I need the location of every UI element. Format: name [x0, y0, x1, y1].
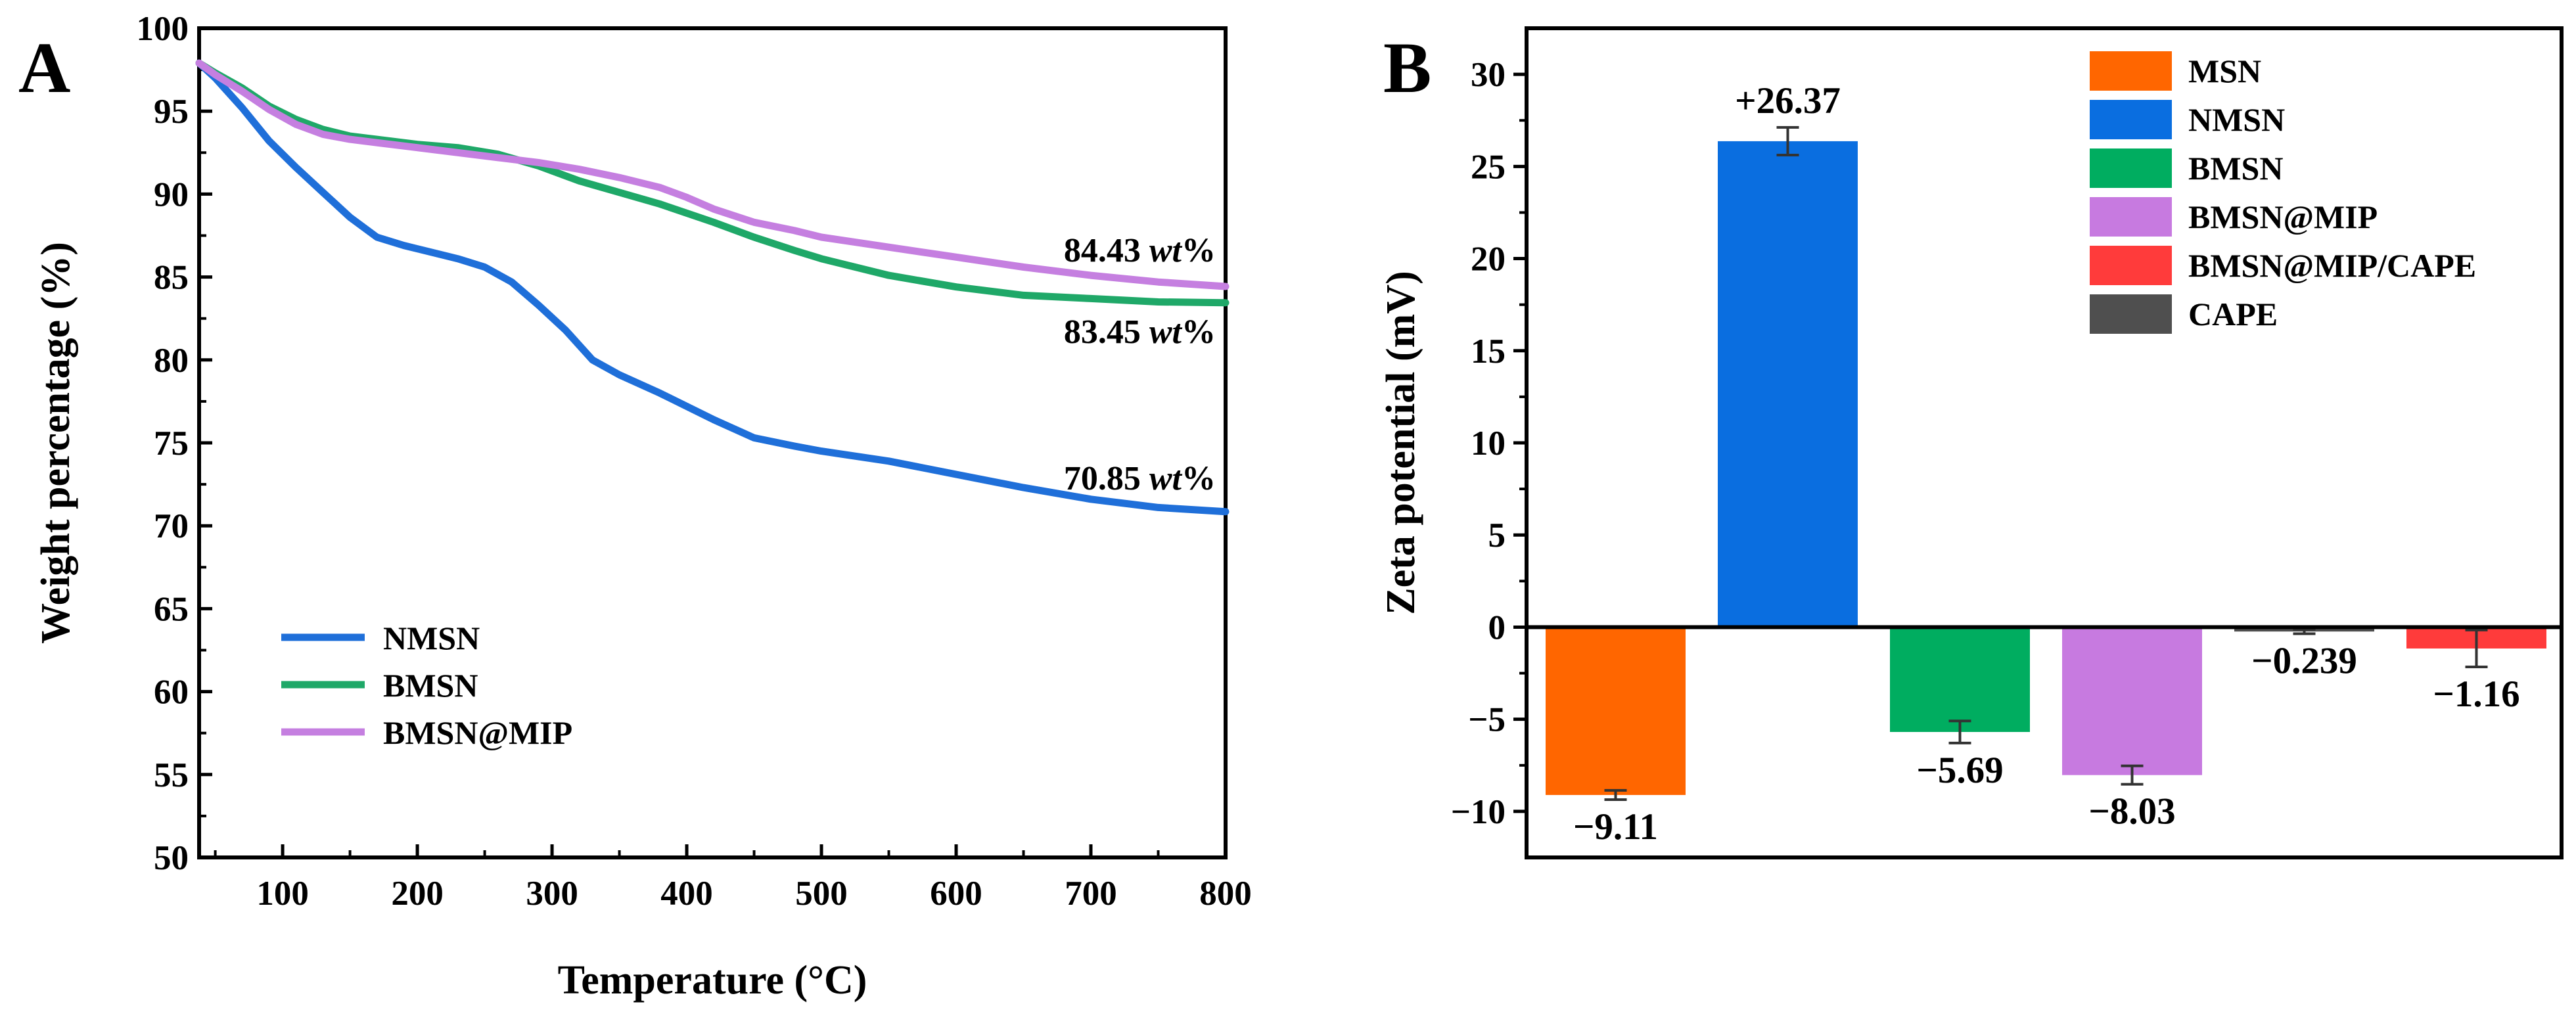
- legend-label-cape: CAPE: [2188, 296, 2278, 332]
- legend-label-bmsn-mip-cape: BMSN@MIP/CAPE: [2188, 247, 2476, 284]
- bar-value-label-nmsn: +26.37: [1735, 80, 1841, 122]
- panel-b-label: B: [1383, 28, 1431, 108]
- y-tick-label: 0: [1488, 608, 1506, 647]
- bar-value-label-cape: −0.239: [2251, 641, 2357, 682]
- panel-a-legend: NMSN BMSN BMSN@MIP: [281, 620, 572, 751]
- x-tick-label: 100: [256, 875, 309, 913]
- panel-b-y-axis-label: Zeta potential (mV): [1379, 271, 1423, 614]
- panel-a-y-ticks: 50 55 60 65 70 75 80 85 90 95 100: [137, 10, 212, 877]
- x-tick-label: 300: [526, 875, 578, 913]
- panel-b-bars: −9.11 +26.37 −5.69 −8.03 −0.239 −1.16: [1546, 80, 2546, 848]
- y-tick-label: 25: [1471, 148, 1506, 186]
- y-tick-label: 30: [1471, 56, 1506, 94]
- series-line-bmsn: [195, 59, 1230, 307]
- panel-a-tga-chart: A 50 55 60 65 70 75 80 85 90 95 100 100 200 300 400 50…: [18, 10, 1252, 1003]
- panel-a-x-ticks: 100 200 300 400 500 600 700 800: [214, 844, 1252, 913]
- x-tick-label: 500: [795, 875, 848, 913]
- y-tick-label: 95: [154, 93, 189, 131]
- x-tick-label: 200: [391, 875, 444, 913]
- y-tick-label: 5: [1488, 516, 1506, 555]
- bar-nmsn: [1718, 141, 1858, 627]
- series-line-bmsn-mip: [195, 59, 1230, 290]
- legend-swatch-cape: [2090, 294, 2172, 334]
- y-tick-label: −10: [1451, 793, 1506, 831]
- error-bar-msn: [1604, 788, 1627, 801]
- panel-b-y-ticks: −10 −5 0 5 10 15 20 25 30: [1451, 56, 1527, 831]
- legend-swatch-msn: [2090, 51, 2172, 91]
- bar-value-label-msn: −9.11: [1573, 806, 1658, 848]
- y-tick-label: 100: [137, 10, 189, 48]
- panel-a-x-axis-label: Temperature (°C): [558, 958, 867, 1003]
- panel-a-label: A: [18, 28, 70, 108]
- x-tick-label: 600: [930, 875, 982, 913]
- y-tick-label: 90: [154, 175, 189, 214]
- y-tick-label: −5: [1468, 701, 1506, 739]
- error-bar-nmsn: [1776, 125, 1799, 156]
- y-tick-label: 60: [154, 673, 189, 712]
- y-tick-label: 50: [154, 839, 189, 877]
- error-bar-bmsn-mip: [2121, 764, 2144, 786]
- legend-label-nmsn: NMSN: [383, 620, 480, 656]
- error-bar-cape: [2293, 627, 2316, 635]
- bar-bmsn-mip: [2062, 627, 2202, 775]
- legend-label-msn: MSN: [2188, 53, 2261, 89]
- legend-label-bmsn-mip: BMSN@MIP: [383, 714, 572, 751]
- annotation-nmsn-final-weight: 70.85 wt%: [1064, 460, 1216, 497]
- error-bar-bmsn-mip-cape: [2465, 628, 2488, 669]
- x-tick-label: 700: [1065, 875, 1117, 913]
- bar-msn: [1546, 627, 1686, 795]
- legend-swatch-bmsn-mip-cape: [2090, 246, 2172, 285]
- y-tick-label: 85: [154, 259, 189, 297]
- legend-label-bmsn: BMSN: [2188, 150, 2283, 187]
- legend-label-nmsn: NMSN: [2188, 101, 2285, 138]
- annotation-bmsn-final-weight: 83.45 wt%: [1064, 313, 1216, 351]
- panel-a-y-axis-label: Weight percentage (%): [34, 242, 78, 644]
- y-tick-label: 65: [154, 590, 189, 628]
- y-tick-label: 70: [154, 507, 189, 545]
- legend-swatch-bmsn-mip: [2090, 197, 2172, 237]
- bar-bmsn: [1890, 627, 2030, 733]
- y-tick-label: 15: [1471, 332, 1506, 371]
- y-tick-label: 80: [154, 342, 189, 380]
- bar-value-label-bmsn-mip: −8.03: [2088, 791, 2175, 832]
- annotation-bmsn-mip-final-weight: 84.43 wt%: [1064, 232, 1216, 269]
- panel-b-legend: MSN NMSN BMSN BMSN@MIP BMSN@MIP/CAPE CAP…: [2090, 51, 2476, 334]
- x-tick-label: 400: [660, 875, 713, 913]
- y-tick-label: 75: [154, 424, 189, 463]
- y-tick-label: 20: [1471, 240, 1506, 279]
- error-bar-bmsn: [1948, 719, 1971, 744]
- y-tick-label: 10: [1471, 424, 1506, 463]
- bar-value-label-bmsn: −5.69: [1916, 750, 2003, 791]
- panel-b-zeta-chart: B −10 −5 0 5 10 15 20 25 30 −9.11 +26.37 −5.69 −8.0…: [1379, 26, 2564, 859]
- legend-label-bmsn: BMSN: [383, 667, 478, 704]
- legend-label-bmsn-mip: BMSN@MIP: [2188, 198, 2378, 235]
- legend-swatch-bmsn: [2090, 148, 2172, 188]
- series-line-nmsn: [195, 59, 1230, 516]
- panel-a-series-lines: [195, 59, 1230, 516]
- legend-swatch-nmsn: [2090, 100, 2172, 139]
- x-tick-label: 800: [1199, 875, 1252, 913]
- bar-value-label-bmsn-mip-cape: −1.16: [2433, 673, 2519, 715]
- y-tick-label: 55: [154, 756, 189, 794]
